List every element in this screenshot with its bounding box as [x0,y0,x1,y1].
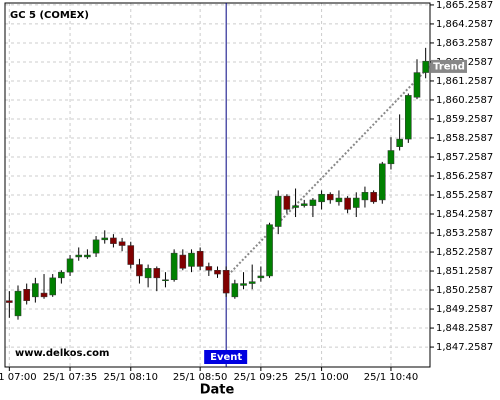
trend-box [431,59,467,73]
candle-body [170,252,178,281]
candle-body [23,289,30,301]
watermark: www.delkos.com [15,348,109,359]
y-tick-label: 1,853.2587 [436,228,493,239]
x-tick-label: 25/1 10:00 [294,372,348,383]
candle-body [352,197,360,208]
y-tick-label: 1,858.2587 [436,133,493,144]
candle-body [379,163,386,201]
y-tick-label: 1,847.2587 [436,342,493,353]
chart-title: GC 5 (COMEX) [10,10,89,21]
candle-body [205,266,213,271]
candle-body [214,270,221,275]
candle-body [66,258,74,273]
event-label: Event [210,352,242,363]
x-tick-label: 25/1 07:00 [0,372,37,383]
y-tick-label: 1,864.2587 [436,19,493,30]
candle-body [84,254,91,258]
x-tick-label: 25/1 07:35 [43,372,97,383]
y-tick-label: 1,865.2587 [436,0,493,11]
candle-body [118,241,126,246]
x-axis-label: Date [200,383,235,398]
y-tick-label: 1,854.2587 [436,209,493,220]
x-tick-label: 25/1 08:50 [173,372,227,383]
event-box [204,350,248,364]
candle-body [32,283,39,298]
candle-body [326,193,334,201]
trend-label: Trend [433,61,465,72]
x-tick-label: 25/1 10:40 [364,372,418,383]
y-tick-label: 1,849.2587 [436,304,493,315]
candle-body [92,239,100,254]
candle-body [335,197,343,203]
candle-body [396,138,403,147]
y-tick-label: 1,860.2587 [436,95,493,106]
candle-body [14,290,22,317]
y-tick-label: 1,852.2587 [436,247,493,258]
y-tick-label: 1,859.2587 [436,114,493,125]
candle-body [387,150,395,165]
candle-body [179,254,187,269]
candle-body [344,197,351,210]
candle-body [309,199,317,206]
y-tick-label: 1,848.2587 [436,323,493,334]
candle-body [222,270,230,294]
y-tick-label: 1,861.2587 [436,76,493,87]
candle-body [136,264,143,277]
y-tick-label: 1,857.2587 [436,152,493,163]
candle-body [6,300,13,303]
candle-body [127,245,135,265]
trend-line [227,65,431,276]
y-tick-label: 1,856.2587 [436,171,493,182]
candle-body [413,72,421,98]
x-tick-label: 25/1 08:10 [104,372,158,383]
candle-body [231,283,239,298]
candle-body [75,254,83,258]
y-tick-label: 1,850.2587 [436,285,493,296]
candle-body [188,252,195,267]
candle-body [266,224,273,277]
candle-body [422,60,429,73]
candle-body [58,271,65,279]
candle-body [153,268,161,279]
candle-body [257,275,265,279]
candle-body [405,95,412,140]
plot-frame [4,2,431,368]
x-tick-label: 25/1 09:25 [234,372,288,383]
candle-body [370,192,377,203]
y-tick-label: 1,855.2587 [436,190,493,201]
y-tick-label: 1,851.2587 [436,266,493,277]
candle-body [40,292,48,298]
candle-body [274,195,282,227]
candle-body [196,250,204,267]
candle-body [162,279,169,282]
candle-body [318,193,325,203]
candle-body [292,205,299,208]
candle-body [49,277,56,296]
candle-body [101,237,109,241]
candle-body [283,195,291,210]
candle-body [144,268,152,279]
candle-body [110,237,117,244]
candle-body [248,281,256,284]
candle-body [300,203,308,206]
y-tick-label: 1,863.2587 [436,38,493,49]
candle-body [240,283,247,286]
candle-body [361,192,369,201]
